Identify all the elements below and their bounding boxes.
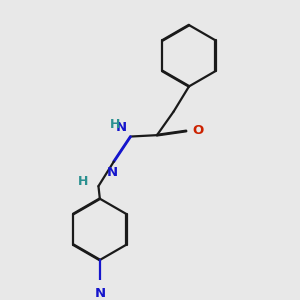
- Text: H: H: [110, 118, 120, 130]
- Text: O: O: [192, 124, 204, 137]
- Text: N: N: [94, 287, 105, 300]
- Text: N: N: [116, 121, 127, 134]
- Text: N: N: [107, 166, 118, 179]
- Text: H: H: [78, 176, 88, 188]
